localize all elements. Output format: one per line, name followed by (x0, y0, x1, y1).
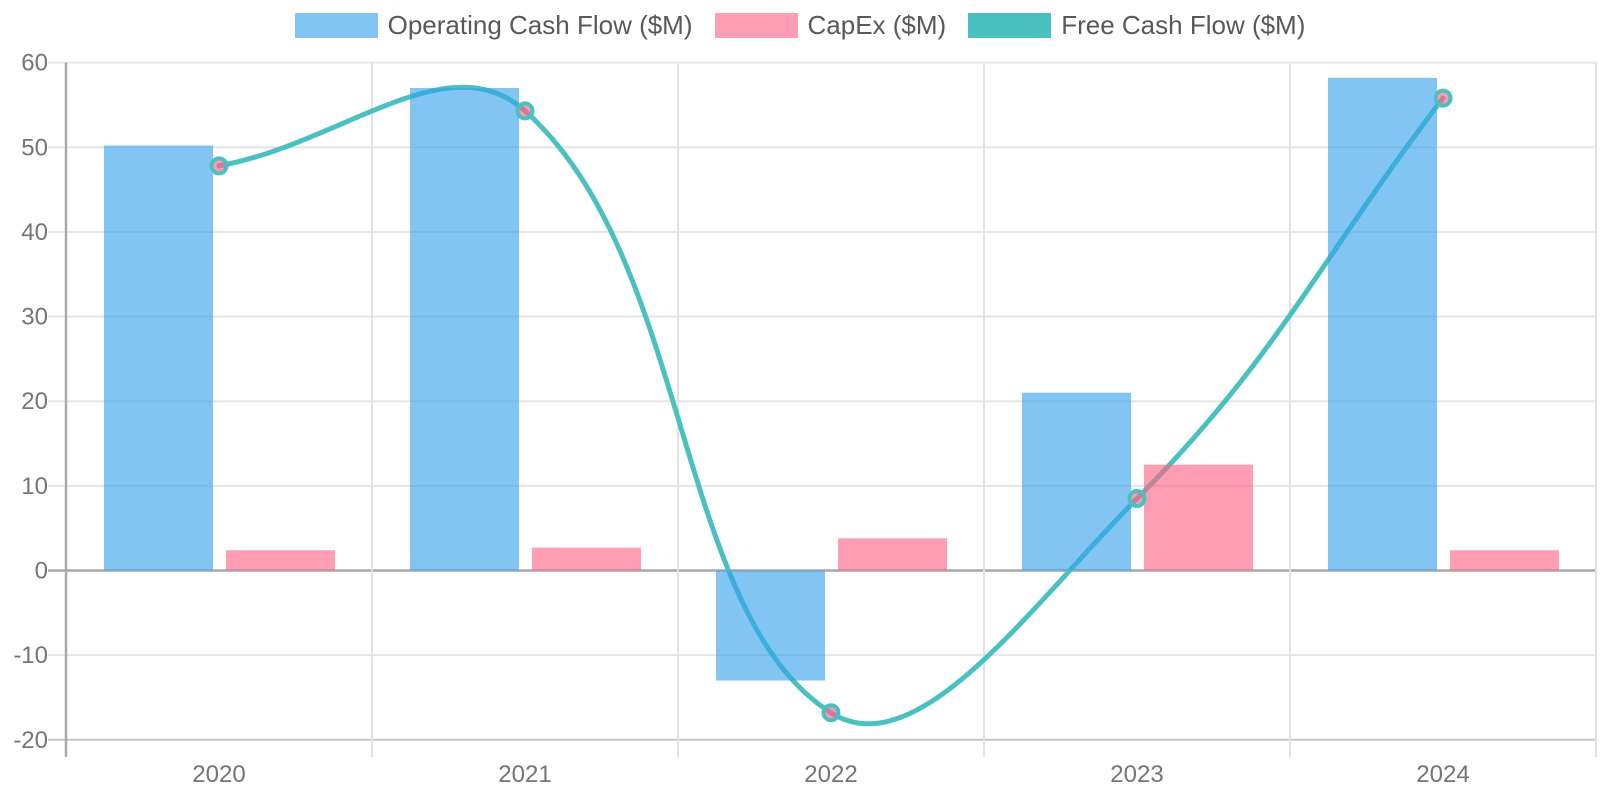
free-cash-flow-point-2021[interactable] (515, 101, 535, 121)
y-axis-tick-labels: 60 50 40 30 20 10 0 -10 -20 (13, 50, 48, 754)
operating-cash-flow-m-bars (104, 77, 1437, 681)
operating-cash-flow-m-bar-2023[interactable] (1022, 392, 1131, 571)
y-tick-label: -20 (13, 727, 48, 754)
legend-item-capex-m[interactable]: CapEx ($M) (714, 10, 947, 40)
y-tick-label: 30 (21, 304, 48, 331)
free-cash-flow-points (209, 88, 1453, 723)
chart-legend: Operating Cash Flow ($M) CapEx ($M) Free C… (0, 12, 1600, 38)
capex-m-bar-2024[interactable] (1450, 550, 1559, 571)
legend-label: Operating Cash Flow ($M) (387, 10, 693, 40)
y-tick-label: 50 (21, 134, 48, 161)
free-cash-flow-point-2022[interactable] (821, 703, 841, 723)
free-cash-flow-line (216, 84, 1446, 727)
operating-cash-flow-m-bar-2022[interactable] (716, 570, 825, 681)
legend-item-free-cash-flow-m[interactable]: Free Cash Flow ($M) (968, 12, 1305, 38)
gridlines (48, 61, 1597, 757)
capex-m-bar-2021[interactable] (532, 547, 641, 571)
operating-cash-flow-m-bar-2020[interactable] (104, 145, 213, 571)
legend-swatch-icon (968, 12, 1052, 38)
operating-cash-flow-m-bar-2021[interactable] (410, 87, 519, 571)
y-tick-label: 60 (21, 50, 48, 77)
free-cash-flow-point-2023[interactable] (1127, 489, 1147, 509)
capex-m-bar-2022[interactable] (838, 538, 947, 571)
x-tick-label-2020: 2020 (192, 761, 245, 788)
legend-label: CapEx ($M) (807, 10, 947, 40)
legend-swatch-icon (294, 12, 378, 38)
capex-m-bars (226, 464, 1559, 571)
operating-cash-flow-m-bar-2024[interactable] (1328, 77, 1437, 571)
y-tick-label: 0 (35, 558, 48, 585)
y-tick-label: 10 (21, 473, 48, 500)
x-axis-tick-labels: 2020 2021 2022 2023 2024 (192, 761, 1469, 788)
x-tick-label-2022: 2022 (804, 761, 857, 788)
free-cash-flow-point-2024[interactable] (1433, 88, 1453, 108)
y-tick-label: -10 (13, 642, 48, 669)
x-tick-label-2023: 2023 (1110, 761, 1163, 788)
x-tick-label-2024: 2024 (1416, 761, 1469, 788)
y-tick-label: 20 (21, 388, 48, 415)
legend-item-operating-cash-flow-m[interactable]: Operating Cash Flow ($M) (294, 10, 693, 40)
legend-label: Free Cash Flow ($M) (1061, 10, 1306, 40)
legend-swatch-icon (714, 12, 798, 38)
capex-m-bar-2020[interactable] (226, 550, 335, 571)
capex-m-bar-2023[interactable] (1144, 464, 1253, 571)
y-tick-label: 40 (21, 219, 48, 246)
free-cash-flow-point-2020[interactable] (209, 156, 229, 176)
x-tick-label-2021: 2021 (498, 761, 551, 788)
